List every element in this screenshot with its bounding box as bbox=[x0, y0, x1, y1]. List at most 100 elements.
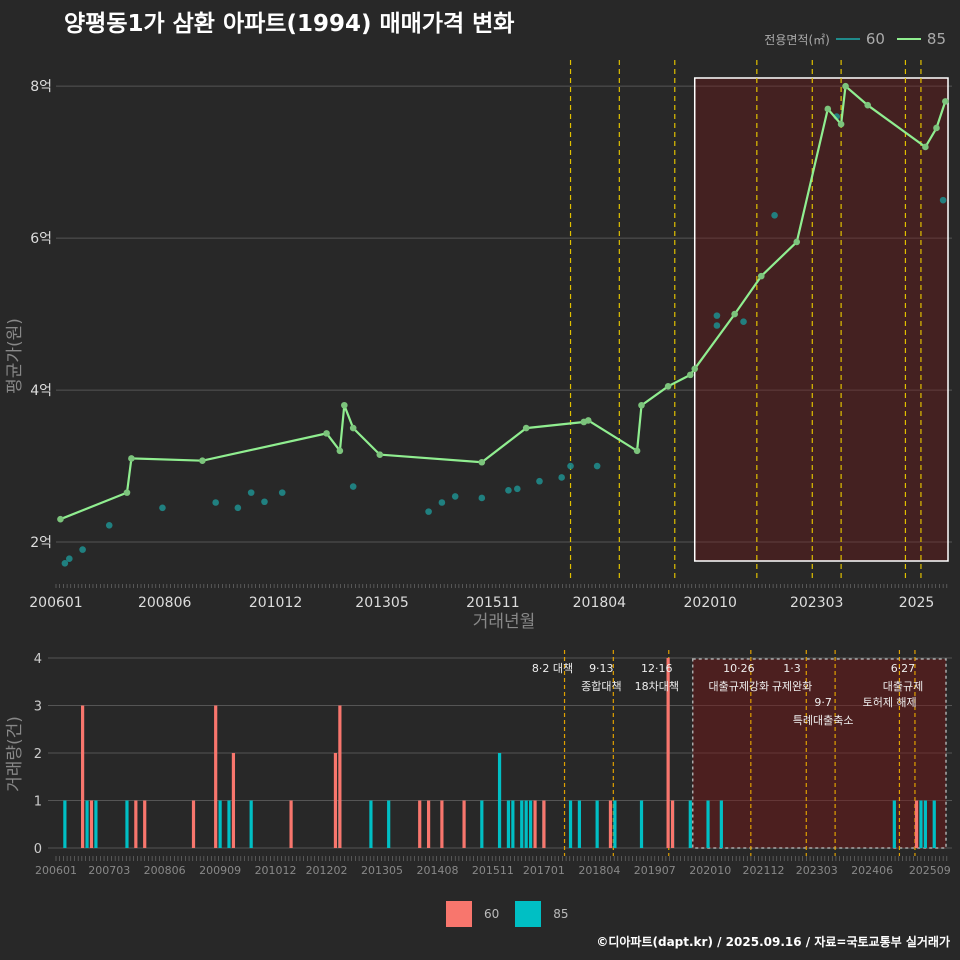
x-tick-label: 202010 bbox=[684, 595, 737, 611]
point-85 bbox=[757, 272, 765, 280]
bar-85 bbox=[125, 800, 129, 848]
point-60 bbox=[79, 546, 86, 553]
x-tick-label: 201804 bbox=[573, 595, 627, 611]
bar-85 bbox=[923, 800, 927, 848]
bar-legend-swatch-85 bbox=[515, 901, 542, 927]
bar-x-tick-label: 201701 bbox=[523, 864, 565, 877]
point-85 bbox=[686, 371, 694, 379]
y-tick-label: 4억 bbox=[30, 383, 52, 399]
point-60 bbox=[478, 494, 486, 502]
bar-60 bbox=[89, 800, 94, 848]
bar-y-tick-label: 3 bbox=[34, 700, 42, 715]
point-85 bbox=[837, 120, 845, 128]
point-60 bbox=[349, 483, 357, 490]
y-axis-title: 평균가(원) bbox=[5, 318, 25, 394]
bar-x-tick-label: 201907 bbox=[634, 864, 676, 877]
point-85 bbox=[336, 447, 344, 455]
line-85 bbox=[59, 84, 947, 521]
bar-85 bbox=[506, 800, 511, 848]
bar-60 bbox=[191, 800, 196, 848]
policy-event-date: 9·7 bbox=[814, 696, 832, 709]
bar-85 bbox=[63, 800, 67, 848]
policy-event-date: 10·26 bbox=[723, 662, 755, 675]
policy-event-name: 종합대책 bbox=[581, 680, 621, 693]
bar-60 bbox=[143, 800, 147, 848]
point-60 bbox=[261, 498, 268, 506]
policy-event-date: 토허제 해제 bbox=[863, 695, 917, 709]
y-tick-label: 2억 bbox=[30, 535, 52, 551]
bar-60 bbox=[134, 800, 138, 848]
bar-x-tick-label: 201202 bbox=[306, 864, 348, 877]
bar-85 bbox=[85, 800, 89, 848]
bar-60 bbox=[462, 800, 466, 848]
bar-x-tick-label: 201804 bbox=[578, 864, 620, 877]
bar-60 bbox=[533, 800, 537, 848]
bar-60 bbox=[426, 800, 431, 848]
point-60 bbox=[425, 508, 432, 515]
bar-60 bbox=[338, 705, 342, 848]
bar-85 bbox=[932, 800, 936, 848]
bar-x-tick-label: 202509 bbox=[909, 864, 951, 877]
point-60 bbox=[212, 499, 219, 506]
bar-60 bbox=[81, 705, 85, 848]
point-60 bbox=[939, 196, 947, 204]
bar-x-tick-label: 201511 bbox=[472, 864, 514, 877]
bar-85 bbox=[577, 800, 582, 848]
policy-event-date: 9·13 bbox=[589, 662, 614, 675]
point-85 bbox=[323, 430, 330, 437]
point-85 bbox=[341, 401, 348, 409]
point-85 bbox=[376, 451, 384, 458]
x-tick-label: 201012 bbox=[249, 595, 302, 611]
bar-85 bbox=[719, 800, 723, 848]
point-60 bbox=[514, 485, 521, 493]
bar-85 bbox=[218, 800, 222, 848]
bar-85 bbox=[892, 800, 896, 848]
policy-event-name: 대출규제강화 bbox=[708, 680, 769, 693]
policy-event-name: 특례대출축소 bbox=[793, 714, 854, 727]
point-60 bbox=[66, 555, 73, 563]
policy-event-name: 18차대책 bbox=[635, 680, 679, 693]
policy-event-name: 대출규제 bbox=[883, 680, 923, 693]
legend-swatch-85 bbox=[896, 38, 921, 40]
bar-60 bbox=[670, 800, 675, 848]
bar-60 bbox=[914, 800, 919, 848]
bar-highlight-region bbox=[691, 658, 947, 849]
x-tick-label: 201305 bbox=[355, 595, 408, 611]
point-85 bbox=[942, 98, 949, 105]
point-85 bbox=[842, 82, 849, 90]
bar-60 bbox=[418, 800, 422, 848]
policy-event-date: 12·16 bbox=[641, 662, 673, 675]
legend-swatch-60 bbox=[835, 38, 860, 40]
point-85 bbox=[664, 382, 672, 390]
point-60 bbox=[61, 559, 69, 567]
point-60 bbox=[536, 477, 543, 485]
policy-event-name: 규제완화 bbox=[772, 680, 812, 693]
bar-legend-label-85: 85 bbox=[553, 907, 569, 921]
point-85 bbox=[793, 238, 801, 246]
point-85 bbox=[584, 417, 592, 424]
bar-85 bbox=[639, 800, 644, 848]
point-60 bbox=[567, 462, 574, 470]
bar-x-tick-label: 200601 bbox=[35, 864, 77, 877]
point-85 bbox=[349, 424, 357, 432]
point-85 bbox=[522, 424, 530, 432]
point-85 bbox=[731, 310, 738, 318]
point-85 bbox=[824, 105, 832, 113]
bar-y-tick-label: 2 bbox=[34, 747, 42, 762]
bar-85 bbox=[387, 800, 391, 848]
point-85 bbox=[638, 401, 645, 409]
bar-60 bbox=[608, 800, 613, 848]
bar-85 bbox=[249, 800, 253, 848]
highlight-region bbox=[693, 77, 949, 562]
point-60 bbox=[159, 504, 166, 512]
bar-legend: 60 85 bbox=[446, 901, 585, 927]
bar-85 bbox=[613, 800, 617, 848]
point-60 bbox=[234, 504, 242, 512]
y-tick-label: 8억 bbox=[30, 79, 52, 95]
bar-60 bbox=[231, 753, 236, 848]
bar-85 bbox=[568, 800, 573, 848]
point-60 bbox=[451, 493, 459, 500]
policy-event-date: 8·2 대책 bbox=[532, 662, 573, 675]
bar-85 bbox=[497, 753, 502, 848]
